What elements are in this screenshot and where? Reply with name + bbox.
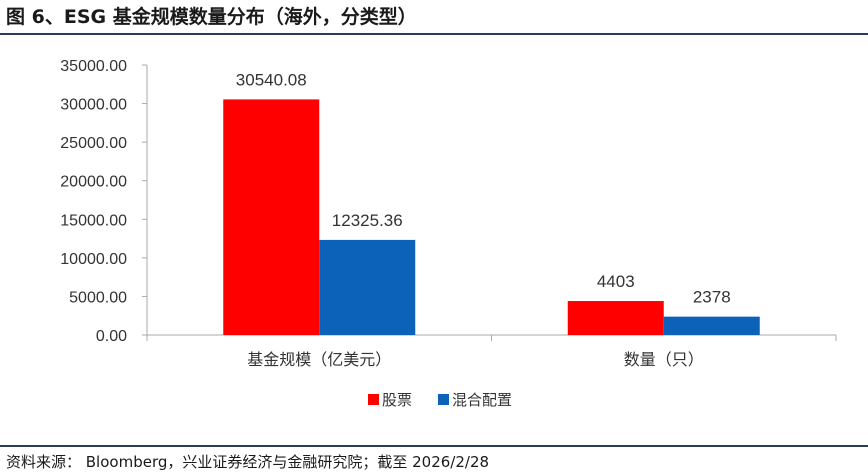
legend-label: 混合配置: [452, 391, 512, 409]
legend: 股票 混合配置: [368, 391, 512, 409]
x-category-label: 基金规模（亿美元）: [247, 350, 391, 369]
y-tick-label: 15000.00: [60, 212, 127, 229]
y-tick-label: 20000.00: [60, 174, 127, 191]
y-tick-label: 25000.00: [60, 135, 127, 152]
y-tick-label: 0.00: [96, 328, 127, 345]
y-tick-label: 30000.00: [60, 97, 127, 114]
bar-mixed: [319, 240, 415, 335]
legend-swatch-mixed: [438, 394, 449, 405]
bar-chart: 0.00 5000.00 10000.00 15000.00 20000.00 25000…: [0, 0, 868, 445]
bar-equity: [568, 301, 664, 335]
data-label: 12325.36: [332, 211, 403, 230]
x-axis: 基金规模（亿美元） 数量（只）: [147, 335, 836, 369]
data-label: 30540.08: [236, 70, 307, 89]
source-rule: [0, 445, 868, 447]
bar-equity: [223, 99, 319, 335]
data-label: 2378: [693, 288, 731, 307]
bar-mixed: [664, 317, 760, 335]
legend-swatch-equity: [368, 394, 379, 405]
y-tick-label: 10000.00: [60, 251, 127, 268]
bars: [223, 99, 760, 335]
y-tick-label: 5000.00: [69, 289, 127, 306]
data-label: 4403: [597, 272, 635, 291]
x-category-label: 数量（只）: [624, 350, 704, 369]
source-note: 资料来源： Bloomberg，兴业证券经济与金融研究院；截至 2026/2/2…: [6, 451, 489, 472]
y-tick-label: 35000.00: [60, 58, 127, 75]
legend-label: 股票: [382, 391, 412, 409]
y-axis: 0.00 5000.00 10000.00 15000.00 20000.00 25000…: [60, 58, 147, 345]
